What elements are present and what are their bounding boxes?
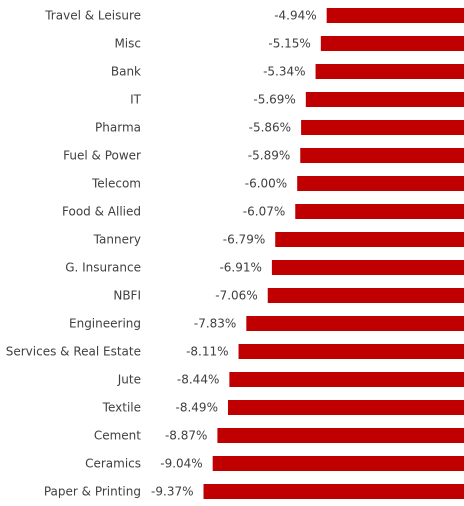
data-label: -9.37% <box>151 485 193 499</box>
bar <box>300 148 464 163</box>
category-label: G. Insurance <box>65 261 141 275</box>
bar <box>238 344 464 359</box>
category-label: Food & Allied <box>62 205 141 219</box>
data-label: -8.11% <box>186 345 228 359</box>
bar <box>315 64 464 79</box>
data-label: -8.49% <box>176 401 218 415</box>
category-label: NBFI <box>113 289 141 303</box>
category-label: Cement <box>94 429 141 443</box>
data-label: -7.83% <box>194 317 236 331</box>
category-label: Misc <box>114 37 141 51</box>
data-label: -6.79% <box>223 233 265 247</box>
bar <box>275 232 464 247</box>
data-label: -4.94% <box>274 9 316 23</box>
bar <box>203 484 464 499</box>
category-label: Engineering <box>69 317 141 331</box>
bar <box>267 288 464 303</box>
category-label: Tannery <box>93 233 141 247</box>
category-label: Textile <box>102 401 141 415</box>
data-label: -5.69% <box>253 93 295 107</box>
bar <box>229 372 464 387</box>
category-label: Bank <box>111 65 141 79</box>
bar <box>297 176 464 191</box>
data-label: -5.86% <box>249 121 291 135</box>
bar <box>227 400 464 415</box>
bar <box>295 204 464 219</box>
category-label: Pharma <box>95 121 141 135</box>
bar <box>301 120 464 135</box>
data-label: -5.89% <box>248 149 290 163</box>
category-label: Telecom <box>91 177 141 191</box>
data-label: -6.00% <box>245 177 287 191</box>
category-label: Paper & Printing <box>44 485 141 499</box>
category-label: Jute <box>117 373 141 387</box>
data-label: -5.15% <box>268 37 310 51</box>
data-label: -6.91% <box>219 261 261 275</box>
bar <box>271 260 464 275</box>
bar <box>212 456 464 471</box>
data-label: -9.04% <box>160 457 202 471</box>
data-label: -8.44% <box>177 373 219 387</box>
category-label: Fuel & Power <box>63 149 141 163</box>
bar <box>326 8 464 23</box>
category-label: Ceramics <box>85 457 141 471</box>
data-label: -6.07% <box>243 205 285 219</box>
data-label: -8.87% <box>165 429 207 443</box>
bar <box>217 428 464 443</box>
bar <box>320 36 464 51</box>
bar <box>246 316 464 331</box>
data-label: -7.06% <box>215 289 257 303</box>
category-label: Services & Real Estate <box>6 345 141 359</box>
category-label: Travel & Leisure <box>44 9 141 23</box>
data-label: -5.34% <box>263 65 305 79</box>
bar <box>305 92 464 107</box>
category-label: IT <box>130 93 142 107</box>
